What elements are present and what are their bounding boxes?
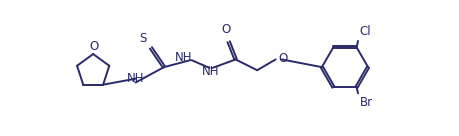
Text: O: O [278, 52, 287, 65]
Text: NH: NH [202, 65, 220, 78]
Text: S: S [139, 32, 146, 45]
Text: O: O [221, 23, 230, 36]
Text: Cl: Cl [359, 25, 371, 38]
Text: NH: NH [127, 72, 144, 85]
Text: NH: NH [175, 51, 193, 64]
Text: O: O [90, 40, 99, 53]
Text: Br: Br [359, 96, 373, 109]
